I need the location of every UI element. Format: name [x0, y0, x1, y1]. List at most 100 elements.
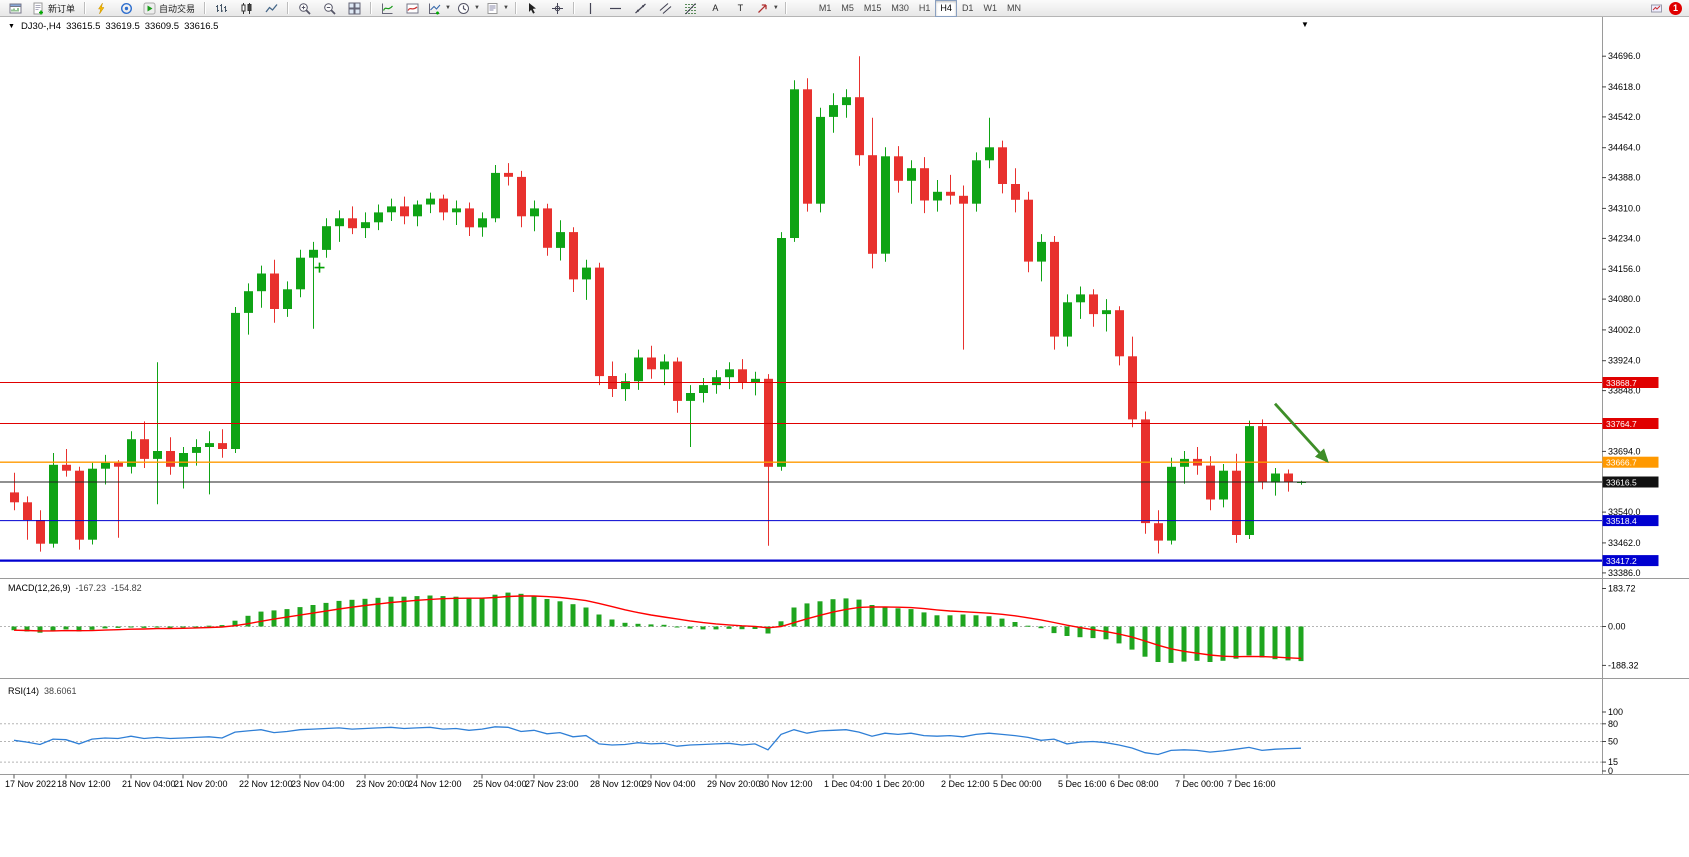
- period-button[interactable]: ▼: [454, 0, 483, 17]
- notification-badge[interactable]: 1: [1669, 1, 1682, 15]
- bid-price-badge: [1602, 476, 1659, 488]
- dock-chart-button[interactable]: [1644, 0, 1669, 17]
- timeframe-mn-button[interactable]: MN: [1006, 3, 1021, 13]
- svg-text:22 Nov 12:00: 22 Nov 12:00: [239, 779, 293, 789]
- svg-text:50: 50: [1608, 737, 1618, 747]
- svg-text:29 Nov 04:00: 29 Nov 04:00: [642, 779, 696, 789]
- lightning-icon: [95, 2, 108, 15]
- svg-text:34696.0: 34696.0: [1608, 51, 1641, 61]
- label-tool-button[interactable]: T: [728, 0, 753, 17]
- panel-separators: [0, 17, 1689, 775]
- trendline-button[interactable]: [628, 0, 653, 17]
- auto-trading-button[interactable]: 自动交易: [139, 0, 201, 17]
- rsi-indicator-title: RSI(14) 38.6061: [8, 686, 77, 696]
- svg-text:18 Nov 12:00: 18 Nov 12:00: [57, 779, 111, 789]
- text-tool-button[interactable]: A: [703, 0, 728, 17]
- template-button[interactable]: ▼: [483, 0, 512, 17]
- macd-label: MACD(12,26,9): [8, 583, 71, 593]
- crosshair-button[interactable]: [545, 0, 570, 17]
- zoom-in-button[interactable]: [292, 0, 317, 17]
- zoom-out-button[interactable]: [317, 0, 342, 17]
- community-button[interactable]: [114, 0, 139, 17]
- zoom-out-icon: [323, 2, 336, 15]
- new-order-icon: [32, 2, 45, 15]
- timeframe-m5-button[interactable]: M5: [841, 3, 854, 13]
- macd-indicator-title: MACD(12,26,9) -167.23 -154.82: [8, 583, 142, 593]
- cursor-button[interactable]: [520, 0, 545, 17]
- svg-text:33694.0: 33694.0: [1608, 446, 1641, 456]
- symbol-period-label: DJ30-,H4: [20, 21, 62, 32]
- timeframe-m15-button[interactable]: M15: [863, 3, 882, 13]
- svg-text:34002.0: 34002.0: [1608, 325, 1641, 335]
- vertical-line-button[interactable]: [578, 0, 603, 17]
- svg-text:33518.4: 33518.4: [1606, 516, 1637, 526]
- clock-icon: [457, 2, 470, 15]
- collapse-icon[interactable]: ▼: [8, 23, 15, 30]
- indicators-button[interactable]: [375, 0, 400, 17]
- svg-text:23 Nov 04:00: 23 Nov 04:00: [291, 779, 345, 789]
- chart-window-icon: [9, 2, 22, 15]
- objects-window-button[interactable]: [400, 0, 425, 17]
- macd-signal-line: [13, 595, 1302, 660]
- svg-text:-188.32: -188.32: [1608, 660, 1639, 670]
- svg-text:183.72: 183.72: [1608, 584, 1636, 594]
- chart-canvas[interactable]: 34696.0 34618.0 34542.0 34464.0 34388.0 34310…: [0, 17, 1689, 857]
- bar-chart-button[interactable]: [209, 0, 234, 17]
- svg-text:34542.0: 34542.0: [1608, 112, 1641, 122]
- timeframe-h4-button[interactable]: H4: [935, 0, 957, 17]
- chart-scroll-icon[interactable]: ▼: [1301, 20, 1309, 29]
- toolbar-separator: [370, 2, 373, 14]
- macd-panel: 183.72 0.00 -188.32: [0, 584, 1639, 670]
- svg-text:34464.0: 34464.0: [1608, 143, 1641, 153]
- new-order-button[interactable]: 新订单: [28, 0, 81, 17]
- auto-trading-button-label: 自动交易: [159, 3, 196, 14]
- channel-button[interactable]: [653, 0, 678, 17]
- macd-signal-value: -154.82: [111, 583, 142, 593]
- svg-text:34618.0: 34618.0: [1608, 82, 1641, 92]
- indicator-icon: [381, 2, 394, 15]
- timeframe-d1-button[interactable]: D1: [961, 3, 974, 13]
- svg-text:27 Nov 23:00: 27 Nov 23:00: [525, 779, 579, 789]
- dropdown-arrow-icon: ▼: [473, 5, 480, 11]
- template-icon: [486, 2, 499, 15]
- timeframe-w1-button[interactable]: W1: [983, 3, 997, 13]
- horizontal-line-button[interactable]: [603, 0, 628, 17]
- add-indicator-button[interactable]: ▼: [425, 0, 454, 17]
- arrows-tool-button[interactable]: ▼: [753, 0, 782, 17]
- new-chart-button[interactable]: [3, 0, 28, 17]
- line-chart-button[interactable]: [259, 0, 284, 17]
- svg-text:33764.7: 33764.7: [1606, 419, 1637, 429]
- label-tool-button-label: T: [737, 3, 744, 13]
- trade-plus-marker[interactable]: [314, 262, 325, 273]
- svg-text:7 Dec 00:00: 7 Dec 00:00: [1175, 779, 1224, 789]
- trendline-icon: [634, 2, 647, 15]
- tile-windows-button[interactable]: [342, 0, 367, 17]
- timeframe-m30-button[interactable]: M30: [891, 3, 909, 13]
- close-value: 33616.5: [184, 21, 219, 32]
- level-price-badge: [1602, 456, 1659, 468]
- down-trend-arrow[interactable]: [1273, 402, 1329, 463]
- svg-text:33848.0: 33848.0: [1608, 386, 1641, 396]
- timeframe-h1-button[interactable]: H1: [918, 3, 931, 13]
- candle-chart-button[interactable]: [234, 0, 259, 17]
- price-axis[interactable]: 34696.0 34618.0 34542.0 34464.0 34388.0 34310…: [1602, 51, 1659, 578]
- quick-trade-button[interactable]: [89, 0, 114, 17]
- toolbar-separator: [204, 2, 207, 14]
- level-price-badge: [1602, 377, 1659, 388]
- toolbar-separator: [572, 2, 575, 14]
- add-indicator-icon: [428, 2, 441, 15]
- timeframe-m1-button[interactable]: M1: [818, 3, 832, 13]
- zoom-in-icon: [298, 2, 311, 15]
- new-order-button-label: 新订单: [48, 3, 76, 14]
- svg-text:6 Dec 08:00: 6 Dec 08:00: [1110, 779, 1159, 789]
- rsi-line: [13, 726, 1302, 756]
- svg-text:100: 100: [1608, 707, 1623, 717]
- crosshair-icon: [551, 2, 564, 15]
- svg-text:33924.0: 33924.0: [1608, 356, 1641, 366]
- high-value: 33619.5: [105, 21, 140, 32]
- fibonacci-button[interactable]: [678, 0, 703, 17]
- svg-text:21 Nov 20:00: 21 Nov 20:00: [174, 779, 228, 789]
- svg-text:33616.5: 33616.5: [1606, 478, 1637, 488]
